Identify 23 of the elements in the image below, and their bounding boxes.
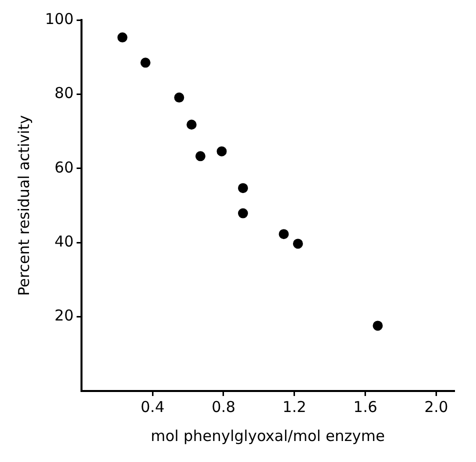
x-tick-label: 0.8 [212, 398, 236, 416]
point [174, 92, 184, 103]
point [238, 208, 248, 218]
y-tick-label: 40 [54, 232, 74, 250]
x-tick-label: 1.6 [353, 398, 378, 416]
x-axis-title: mol phenylglyoxal/mol enzyme [150, 426, 385, 445]
y-axis-title: Percent residual activity [14, 115, 33, 296]
y-tick-label: 20 [54, 306, 74, 325]
point [292, 238, 303, 249]
point [238, 183, 248, 194]
x-tick-label: 2.0 [424, 398, 448, 416]
y-tick-label: 100 [44, 10, 74, 28]
y-tick-label: 60 [54, 158, 74, 176]
point [372, 320, 383, 331]
point [186, 120, 197, 130]
point [140, 58, 150, 68]
x-tick-label: 1.2 [282, 398, 306, 416]
point [278, 229, 289, 240]
point [117, 32, 128, 42]
y-tick-label: 80 [54, 84, 74, 102]
point [216, 146, 227, 156]
x-tick-label: 0.4 [140, 398, 164, 416]
point [195, 151, 206, 162]
